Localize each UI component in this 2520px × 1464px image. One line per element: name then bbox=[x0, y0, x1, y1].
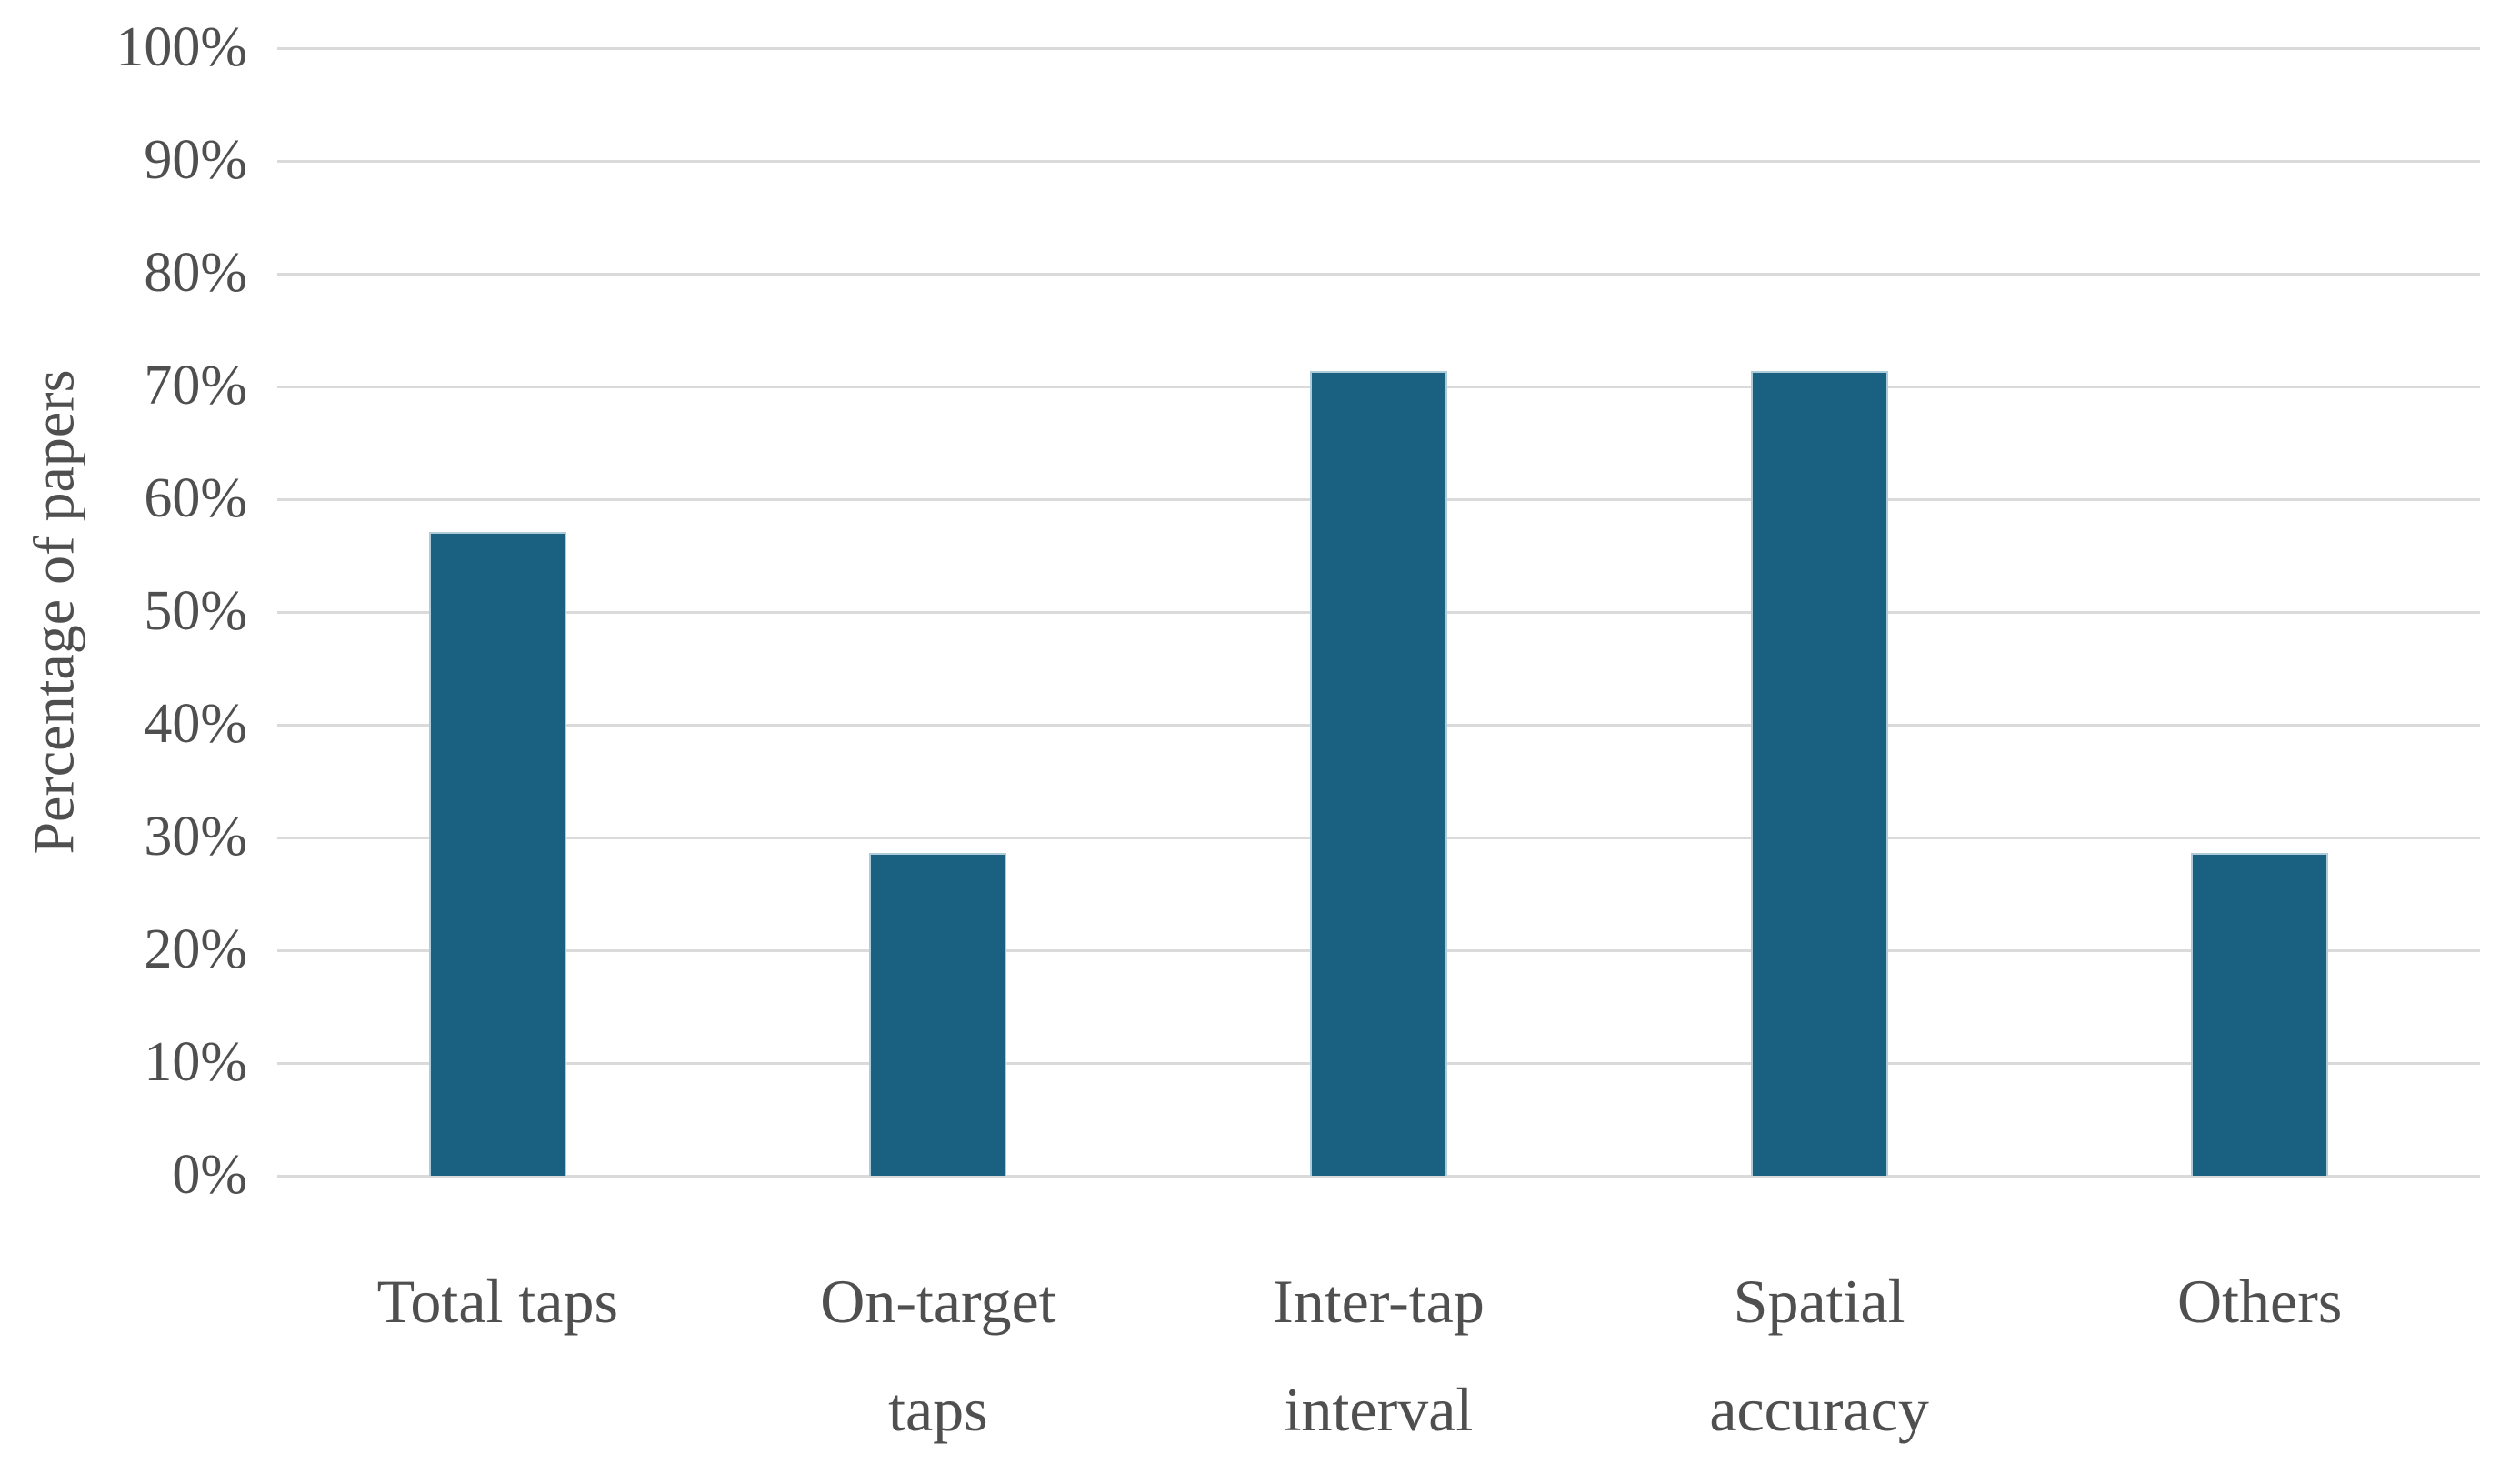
x-category-label: Total taps bbox=[376, 1267, 618, 1336]
y-tick-label: 80% bbox=[144, 241, 247, 304]
y-tick-label: 100% bbox=[115, 15, 247, 78]
y-axis-tick-labels: 0% 10% 20% 30% 40% 50% 60% 70% 80% 90% 100% bbox=[0, 0, 247, 1443]
bar bbox=[1310, 370, 1447, 1176]
y-tick-label: 90% bbox=[144, 128, 247, 191]
y-tick-label: 30% bbox=[144, 805, 247, 867]
x-category-label: Inter-tap interval bbox=[1273, 1267, 1485, 1444]
x-category-label: Others bbox=[2177, 1267, 2343, 1336]
y-tick-label: 0% bbox=[172, 1143, 247, 1206]
bar bbox=[1750, 370, 1888, 1176]
y-tick-label: 50% bbox=[144, 579, 247, 642]
gridline bbox=[277, 159, 2480, 163]
bar bbox=[869, 853, 1007, 1176]
x-category-label: Spatial accuracy bbox=[1709, 1267, 1929, 1444]
y-tick-label: 20% bbox=[144, 918, 247, 980]
gridline bbox=[277, 1174, 2480, 1178]
x-category-label: On-target taps bbox=[820, 1267, 1056, 1444]
bars-container bbox=[277, 48, 2480, 1176]
plot-area bbox=[277, 46, 2480, 1178]
bar bbox=[2191, 853, 2329, 1176]
y-tick-label: 60% bbox=[144, 466, 247, 529]
y-tick-label: 40% bbox=[144, 692, 247, 755]
gridline bbox=[277, 272, 2480, 276]
y-tick-label: 70% bbox=[144, 354, 247, 416]
y-tick-label: 10% bbox=[144, 1030, 247, 1093]
gridline bbox=[277, 46, 2480, 50]
bar bbox=[428, 531, 566, 1176]
